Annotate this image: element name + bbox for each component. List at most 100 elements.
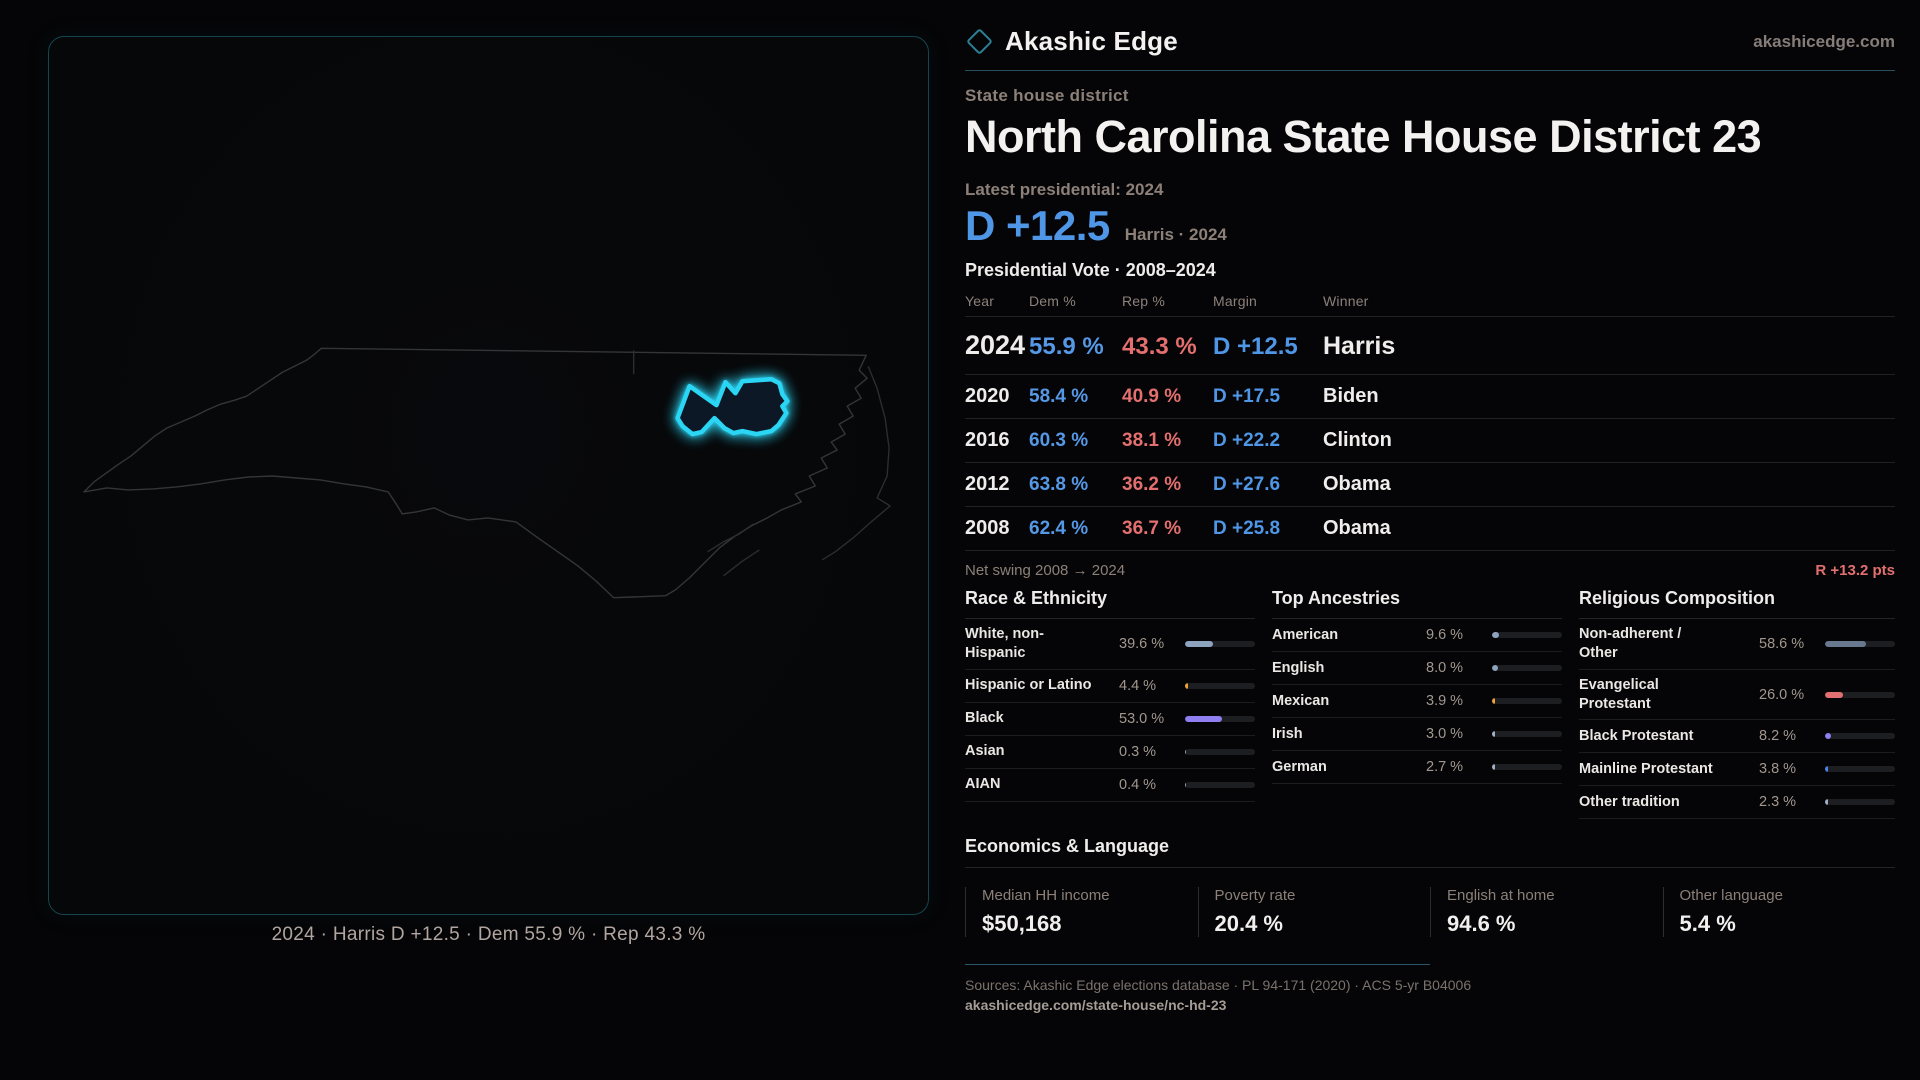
kicker: State house district [965,86,1129,105]
latest-presidential-label: Latest presidential: 2024 [965,180,1164,199]
demo-value: 39.6 % [1119,635,1165,652]
margin-note: Harris · 2024 [1124,225,1227,244]
col-winner: Winner [1323,293,1369,309]
demo-value: 2.7 % [1426,759,1464,775]
cell-rep: 38.1 % [1122,430,1182,451]
outer-banks-outline [821,365,891,561]
headline-margin: D +12.5 Harris · 2024 [965,202,1895,250]
demo-row: Black 53.0 % [965,703,1255,736]
cell-dem: 58.4 % [1029,386,1089,407]
cell-margin: D +25.8 [1213,518,1281,539]
demo-bar [1825,640,1895,647]
demo-row: AIAN 0.4 % [965,769,1255,802]
cell-rep: 36.7 % [1122,518,1182,539]
demo-bar [1185,781,1255,788]
site-url-link[interactable]: akashicedge.com [1753,31,1895,51]
economics-stats: Median HH income $50,168 Poverty rate 20… [965,887,1895,938]
demographics-section: Race & Ethnicity White, non- Hispanic 39… [965,588,1895,820]
cell-year: 2024 [965,330,1026,360]
race-ethnicity-title: Race & Ethnicity [965,588,1255,619]
col-rep: Rep % [1122,293,1166,309]
table-row-2008: 2008 62.4 % 36.7 % D +25.8 Obama [965,507,1895,551]
col-year: Year [965,293,995,309]
demo-value: 0.3 % [1119,743,1157,760]
stat-poverty-rate: Poverty rate 20.4 % [1197,887,1431,938]
demo-label: Hispanic or Latino [965,677,1092,694]
table-row-2020: 2020 58.4 % 40.9 % D +17.5 Biden [965,375,1895,419]
demo-row: White, non- Hispanic 39.6 % [965,619,1255,670]
cell-winner: Harris [1323,332,1396,360]
demo-value: 3.8 % [1759,761,1797,778]
demo-label: American [1272,626,1339,643]
state-outline [83,347,868,599]
col-dem: Dem % [1029,293,1076,309]
demo-value: 53.0 % [1119,710,1165,727]
demo-bar [1492,632,1562,638]
cell-winner: Biden [1323,385,1379,407]
demo-label: Irish [1272,725,1303,742]
diamond-logo-icon [966,28,993,55]
demo-label: Non-adherent / Other [1579,626,1682,661]
cell-margin: D +27.6 [1213,474,1281,495]
stat-label: Poverty rate [1214,887,1296,905]
demo-label: Other tradition [1579,793,1680,810]
demo-value: 0.4 % [1119,776,1157,793]
demo-bar [1185,640,1255,647]
cell-rep: 40.9 % [1122,386,1182,407]
demo-label: German [1272,758,1327,775]
net-swing-label: Net swing 2008 → 2024 [965,562,1126,579]
cell-dem: 55.9 % [1029,333,1104,360]
demo-value: 9.6 % [1426,627,1464,643]
demo-bar [1185,682,1255,689]
stat-label: Median HH income [982,887,1110,905]
demo-value: 8.2 % [1759,728,1797,745]
sources-text: Sources: Akashic Edge elections database… [965,977,1472,994]
district-23-shape [675,376,790,437]
stat-english-at-home: English at home 94.6 % [1430,887,1663,938]
demo-row: English 8.0 % [1272,652,1562,685]
demo-value: 8.0 % [1426,660,1464,676]
table-row-2016: 2016 60.3 % 38.1 % D +22.2 Clinton [965,419,1895,463]
cell-year: 2012 [965,473,1010,495]
cell-year: 2008 [965,517,1010,539]
demo-value: 3.9 % [1426,693,1464,709]
cell-year: 2016 [965,429,1010,451]
demo-row: Asian 0.3 % [965,736,1255,769]
demo-bar [1492,764,1562,770]
demo-label: English [1272,659,1325,676]
stat-median-income: Median HH income $50,168 [965,887,1198,938]
presidential-vote-table: Year Dem % Rep % Margin Winner 2024 55.9… [965,293,1895,579]
economics-title: Economics & Language [965,836,1895,869]
demo-label: AIAN [965,776,1001,793]
permalink-link[interactable]: akashicedge.com/state-house/nc-hd-23 [965,997,1227,1014]
demo-value: 2.3 % [1759,794,1797,811]
vote-table-title: Presidential Vote · 2008–2024 [965,260,1216,280]
demo-bar [1825,691,1895,698]
demo-bar [1185,715,1255,722]
map-caption: 2024 · Harris D +12.5 · Dem 55.9 % · Rep… [271,924,706,945]
demo-bar [1185,748,1255,755]
demo-row: Other tradition 2.3 % [1579,786,1895,820]
footer-divider [965,964,1430,966]
district-map-panel [48,36,929,915]
margin-value: D +12.5 [965,202,1110,249]
demo-row: Hispanic or Latino 4.4 % [965,670,1255,703]
religion-section: Religious Composition Non-adherent / Oth… [1579,588,1895,820]
demo-label: Mainline Protestant [1579,760,1713,777]
brand-name: Akashic Edge [1005,26,1178,56]
estuary-line-1 [707,523,754,553]
demo-label: Asian [965,743,1005,760]
cell-rep: 43.3 % [1122,333,1197,360]
cell-margin: D +12.5 [1213,333,1298,360]
demo-row: Mainline Protestant 3.8 % [1579,753,1895,787]
cell-margin: D +17.5 [1213,386,1281,407]
page-title: North Carolina State House District 23 [965,111,1762,162]
stat-value: $50,168 [982,911,1062,937]
demo-bar [1492,698,1562,704]
demo-row: Irish 3.0 % [1272,718,1562,751]
stat-label: Other language [1679,887,1783,905]
site-header: Akashic Edge akashicedge.com [965,26,1895,71]
vote-table-header: Year Dem % Rep % Margin Winner [965,293,1895,317]
cell-winner: Clinton [1323,429,1392,451]
demo-row: American 9.6 % [1272,619,1562,652]
